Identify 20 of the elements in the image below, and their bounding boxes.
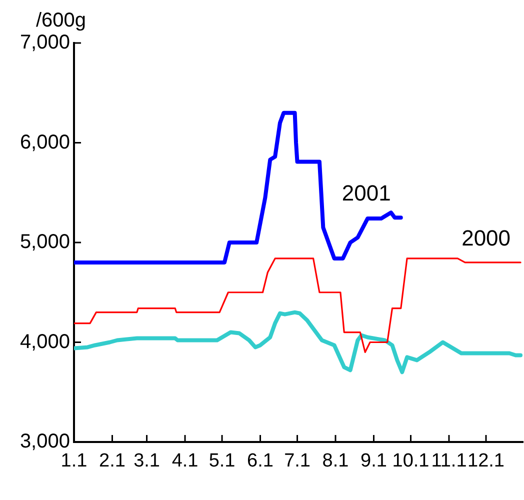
- y-tick-label: 4,000: [20, 330, 70, 353]
- x-tick-label: 8.1: [322, 450, 349, 472]
- series-label: 2000: [462, 226, 511, 251]
- y-tick-label: 5,000: [20, 231, 70, 254]
- x-tick-label: 5.1: [208, 450, 236, 472]
- x-tick-label: 6.1: [247, 450, 274, 472]
- x-tick-label: 12.1: [468, 450, 504, 472]
- x-tick-label: 1.1: [60, 450, 88, 472]
- x-tick-label: 7.1: [284, 450, 310, 472]
- x-tick-label: 2.1: [99, 450, 126, 472]
- y-tick-label: 6,000: [20, 131, 70, 154]
- x-tick-label: 10.1: [392, 450, 430, 472]
- x-tick-label: 11.1: [431, 450, 467, 472]
- y-tick-label: 3,000: [20, 430, 70, 453]
- x-tick-label: 9.1: [360, 450, 387, 472]
- series-label: 2001: [342, 180, 391, 206]
- x-tick-label: 4.1: [172, 450, 198, 472]
- y-tick-label: 7,000: [20, 32, 70, 54]
- x-tick-label: 3.1: [134, 450, 160, 472]
- y-axis-title: /600g: [36, 10, 86, 32]
